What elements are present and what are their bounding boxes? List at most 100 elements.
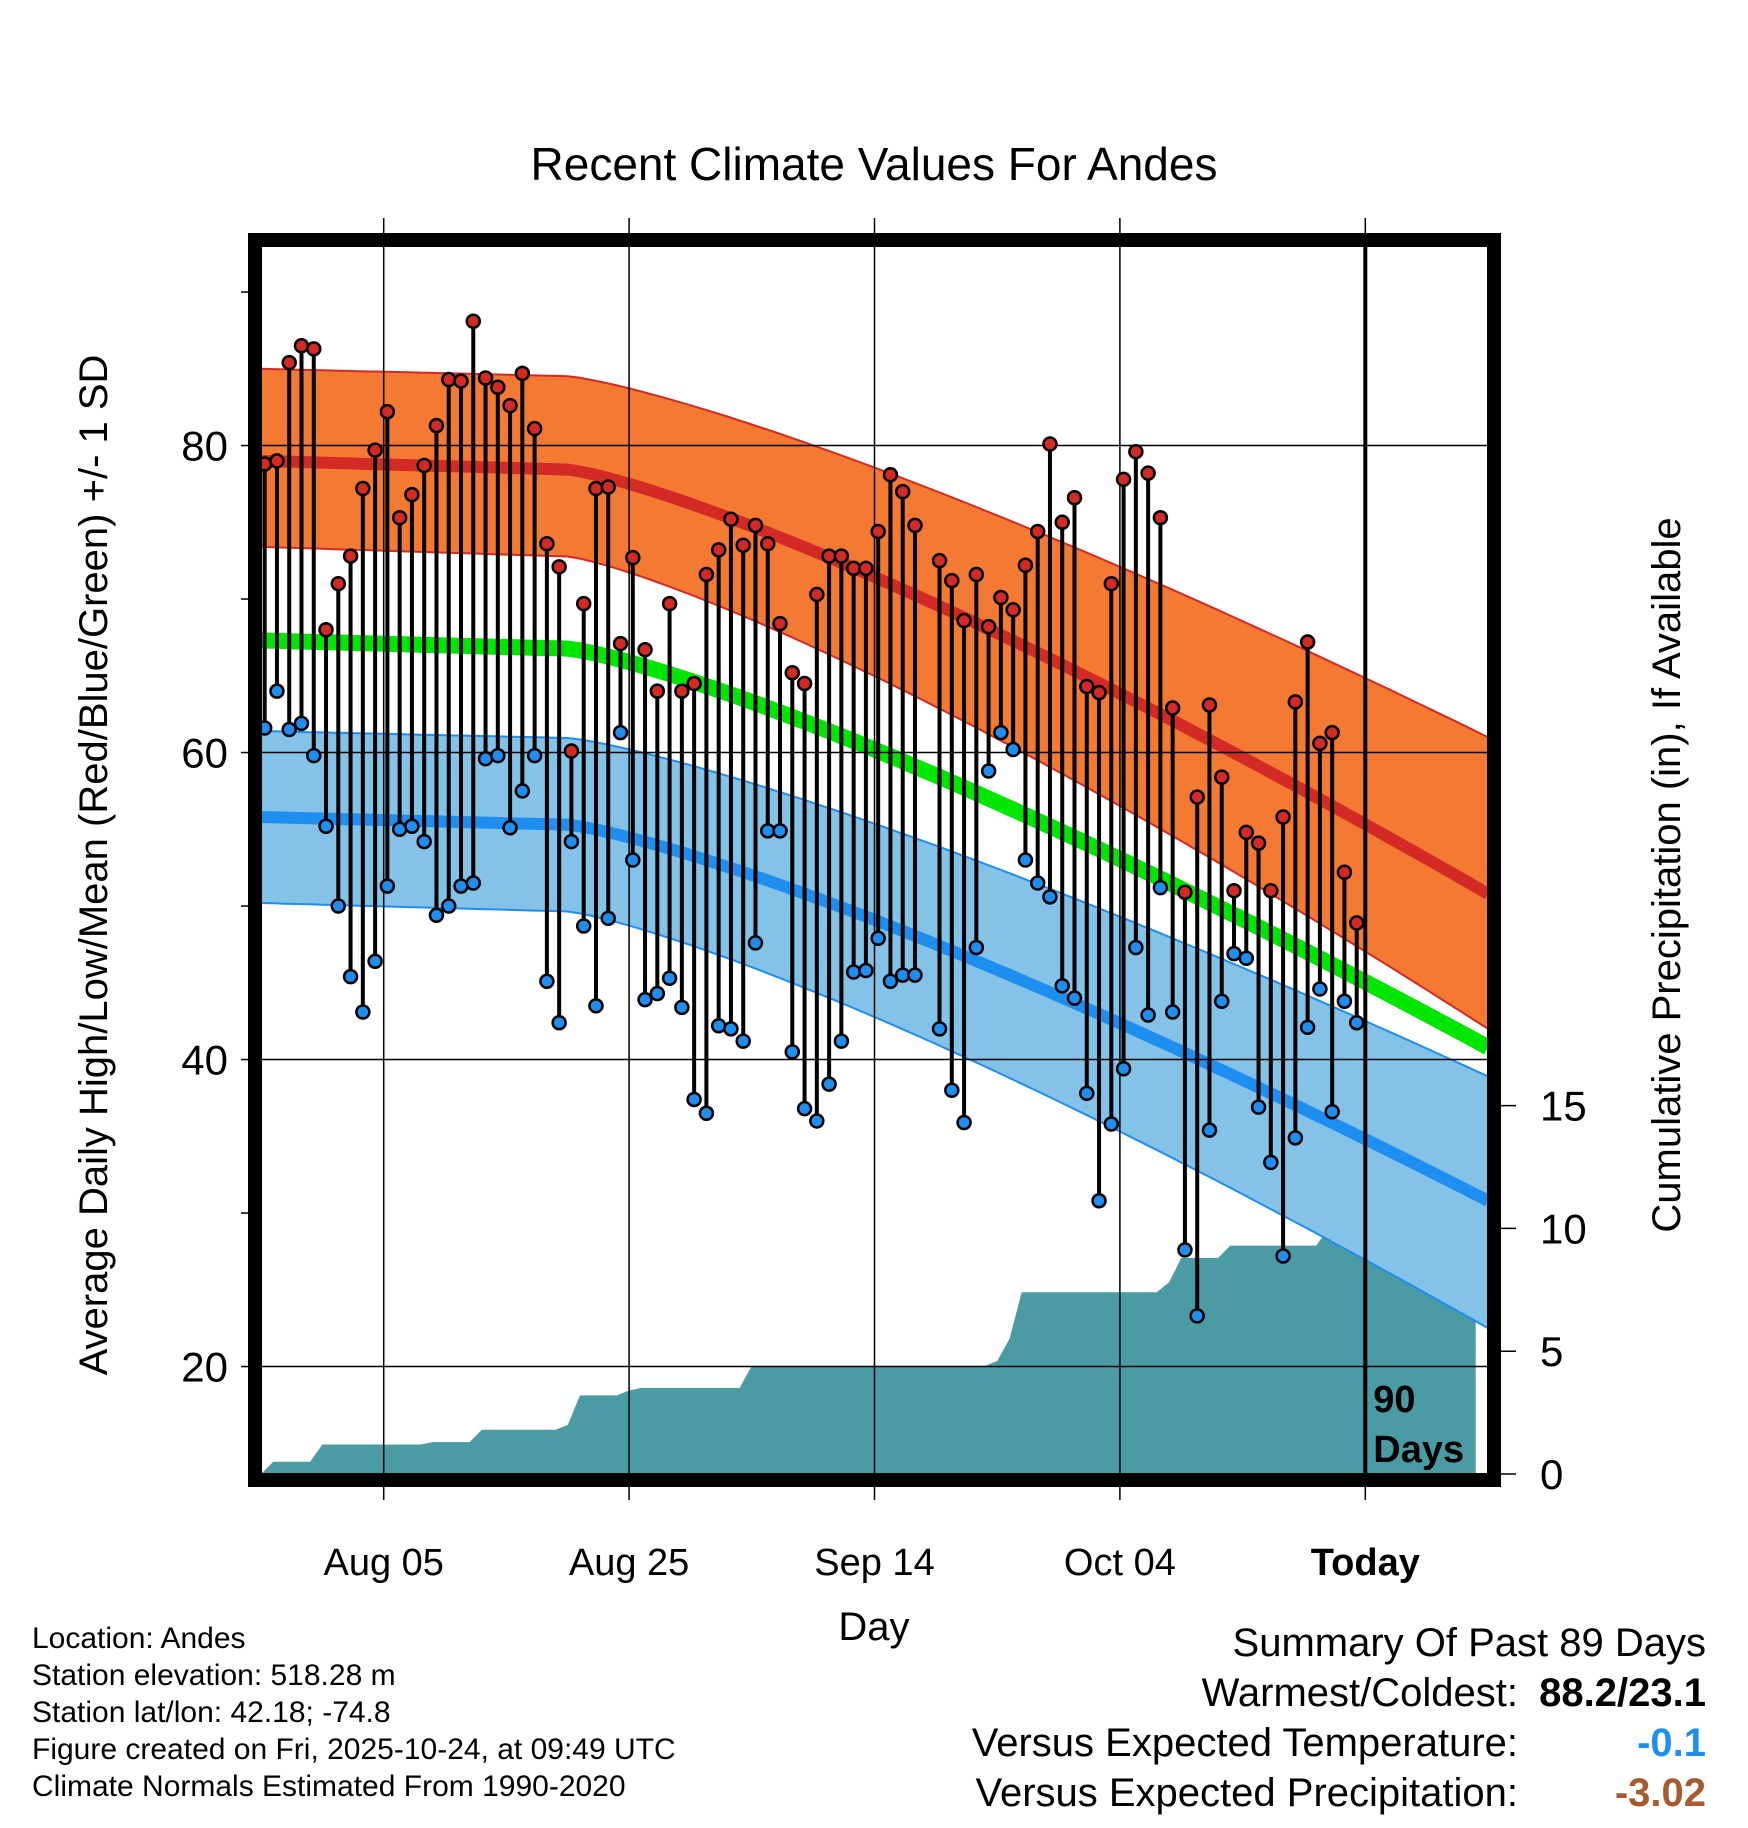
summary-warm-cold-value: 88.2/23.1 bbox=[1539, 1671, 1706, 1715]
low-point bbox=[306, 747, 322, 764]
y2-tick-label: 15 bbox=[1540, 1083, 1587, 1130]
low-point bbox=[944, 1082, 960, 1098]
low-point bbox=[1201, 1122, 1218, 1138]
y-tick-label: 20 bbox=[181, 1344, 228, 1391]
low-point bbox=[686, 1091, 702, 1108]
low-point bbox=[698, 1105, 715, 1122]
low-point bbox=[404, 818, 420, 834]
high-point bbox=[1164, 700, 1181, 716]
high-point bbox=[1029, 523, 1046, 540]
low-point bbox=[1238, 950, 1255, 966]
high-point bbox=[1152, 509, 1169, 526]
low-point bbox=[379, 878, 396, 894]
high-point bbox=[514, 365, 531, 382]
high-point bbox=[858, 560, 874, 577]
low-point bbox=[809, 1113, 825, 1129]
high-point bbox=[318, 622, 334, 638]
plot-area: 90 Days bbox=[261, 246, 1488, 1474]
low-point bbox=[539, 973, 555, 990]
high-point bbox=[1091, 684, 1107, 701]
info-latlon: Station lat/lon: 42.18; -74.8 bbox=[32, 1696, 391, 1729]
low-point bbox=[1189, 1308, 1205, 1324]
high-point bbox=[600, 479, 616, 495]
high-point bbox=[894, 483, 911, 500]
low-point bbox=[261, 720, 273, 736]
high-point bbox=[1042, 436, 1058, 452]
low-point bbox=[526, 747, 543, 764]
low-point bbox=[1299, 1019, 1316, 1036]
low-point bbox=[1066, 990, 1083, 1006]
low-point bbox=[625, 852, 641, 868]
high-point bbox=[1177, 884, 1193, 900]
low-point bbox=[1091, 1193, 1107, 1209]
low-point bbox=[440, 898, 457, 914]
high-point bbox=[1005, 602, 1021, 618]
summary-warm-cold-label: Warmest/Coldest: bbox=[1201, 1671, 1518, 1715]
y2-tick-label: 10 bbox=[1540, 1205, 1587, 1252]
high-point bbox=[330, 575, 347, 592]
x-axis-label: Day bbox=[838, 1605, 909, 1649]
low-point bbox=[735, 1033, 751, 1049]
info-created: Figure created on Fri, 2025-10-24, at 09… bbox=[32, 1733, 676, 1766]
chart-title: Recent Climate Values For Andes bbox=[531, 138, 1218, 190]
low-point bbox=[600, 910, 616, 927]
high-point bbox=[1054, 514, 1070, 531]
low-point bbox=[858, 962, 874, 979]
x-tick-label: Today bbox=[1311, 1542, 1420, 1584]
low-point bbox=[416, 833, 432, 850]
y-tick-label: 60 bbox=[181, 730, 228, 777]
high-sd-band bbox=[261, 367, 1488, 1030]
low-point bbox=[1324, 1103, 1340, 1120]
high-point bbox=[539, 536, 555, 552]
low-point bbox=[342, 968, 359, 985]
today-marker-label: 90 bbox=[1373, 1379, 1415, 1421]
x-tick-label: Aug 05 bbox=[323, 1542, 443, 1584]
y2-tick-label: 5 bbox=[1540, 1328, 1563, 1375]
low-point bbox=[833, 1033, 850, 1049]
high-point bbox=[1017, 557, 1034, 574]
low-point bbox=[1177, 1242, 1193, 1258]
info-elevation: Station elevation: 518.28 m bbox=[32, 1659, 396, 1692]
high-point bbox=[502, 397, 518, 414]
high-point bbox=[1140, 465, 1156, 481]
high-point bbox=[772, 615, 788, 632]
high-point bbox=[980, 618, 997, 635]
low-point bbox=[330, 898, 347, 914]
high-point bbox=[1079, 678, 1095, 695]
low-point bbox=[1275, 1248, 1291, 1264]
low-point bbox=[1042, 889, 1058, 905]
high-point bbox=[1263, 882, 1279, 899]
high-point bbox=[465, 313, 482, 329]
high-point bbox=[342, 548, 359, 564]
high-point bbox=[625, 549, 641, 566]
low-point bbox=[710, 1018, 727, 1034]
low-point bbox=[637, 991, 653, 1008]
low-point bbox=[588, 998, 604, 1014]
low-point bbox=[1005, 741, 1021, 758]
high-point bbox=[1287, 694, 1304, 710]
low-point bbox=[281, 721, 297, 738]
low-point bbox=[980, 763, 997, 779]
high-point bbox=[306, 341, 322, 357]
y2-axis-label: Cumulative Precipitation (in), If Availa… bbox=[1645, 517, 1689, 1232]
summary-temp-row: Versus Expected Temperature: -0.1 bbox=[972, 1718, 1706, 1768]
high-point bbox=[649, 683, 666, 699]
low-point bbox=[551, 1014, 567, 1031]
high-point bbox=[956, 612, 972, 629]
low-point bbox=[477, 750, 494, 767]
low-point bbox=[318, 818, 334, 834]
high-point bbox=[526, 420, 543, 437]
low-point bbox=[428, 907, 445, 924]
high-point bbox=[588, 480, 604, 497]
high-point bbox=[1275, 809, 1291, 825]
low-point bbox=[1017, 852, 1034, 868]
low-point bbox=[931, 1021, 948, 1037]
low-point bbox=[956, 1114, 972, 1131]
summary-temp-label: Versus Expected Temperature: bbox=[971, 1721, 1518, 1765]
high-point bbox=[907, 517, 923, 534]
summary-precip-row: Versus Expected Precipitation: -3.02 bbox=[972, 1768, 1706, 1818]
low-point bbox=[784, 1044, 801, 1060]
high-point bbox=[674, 683, 690, 699]
high-point bbox=[968, 566, 985, 583]
